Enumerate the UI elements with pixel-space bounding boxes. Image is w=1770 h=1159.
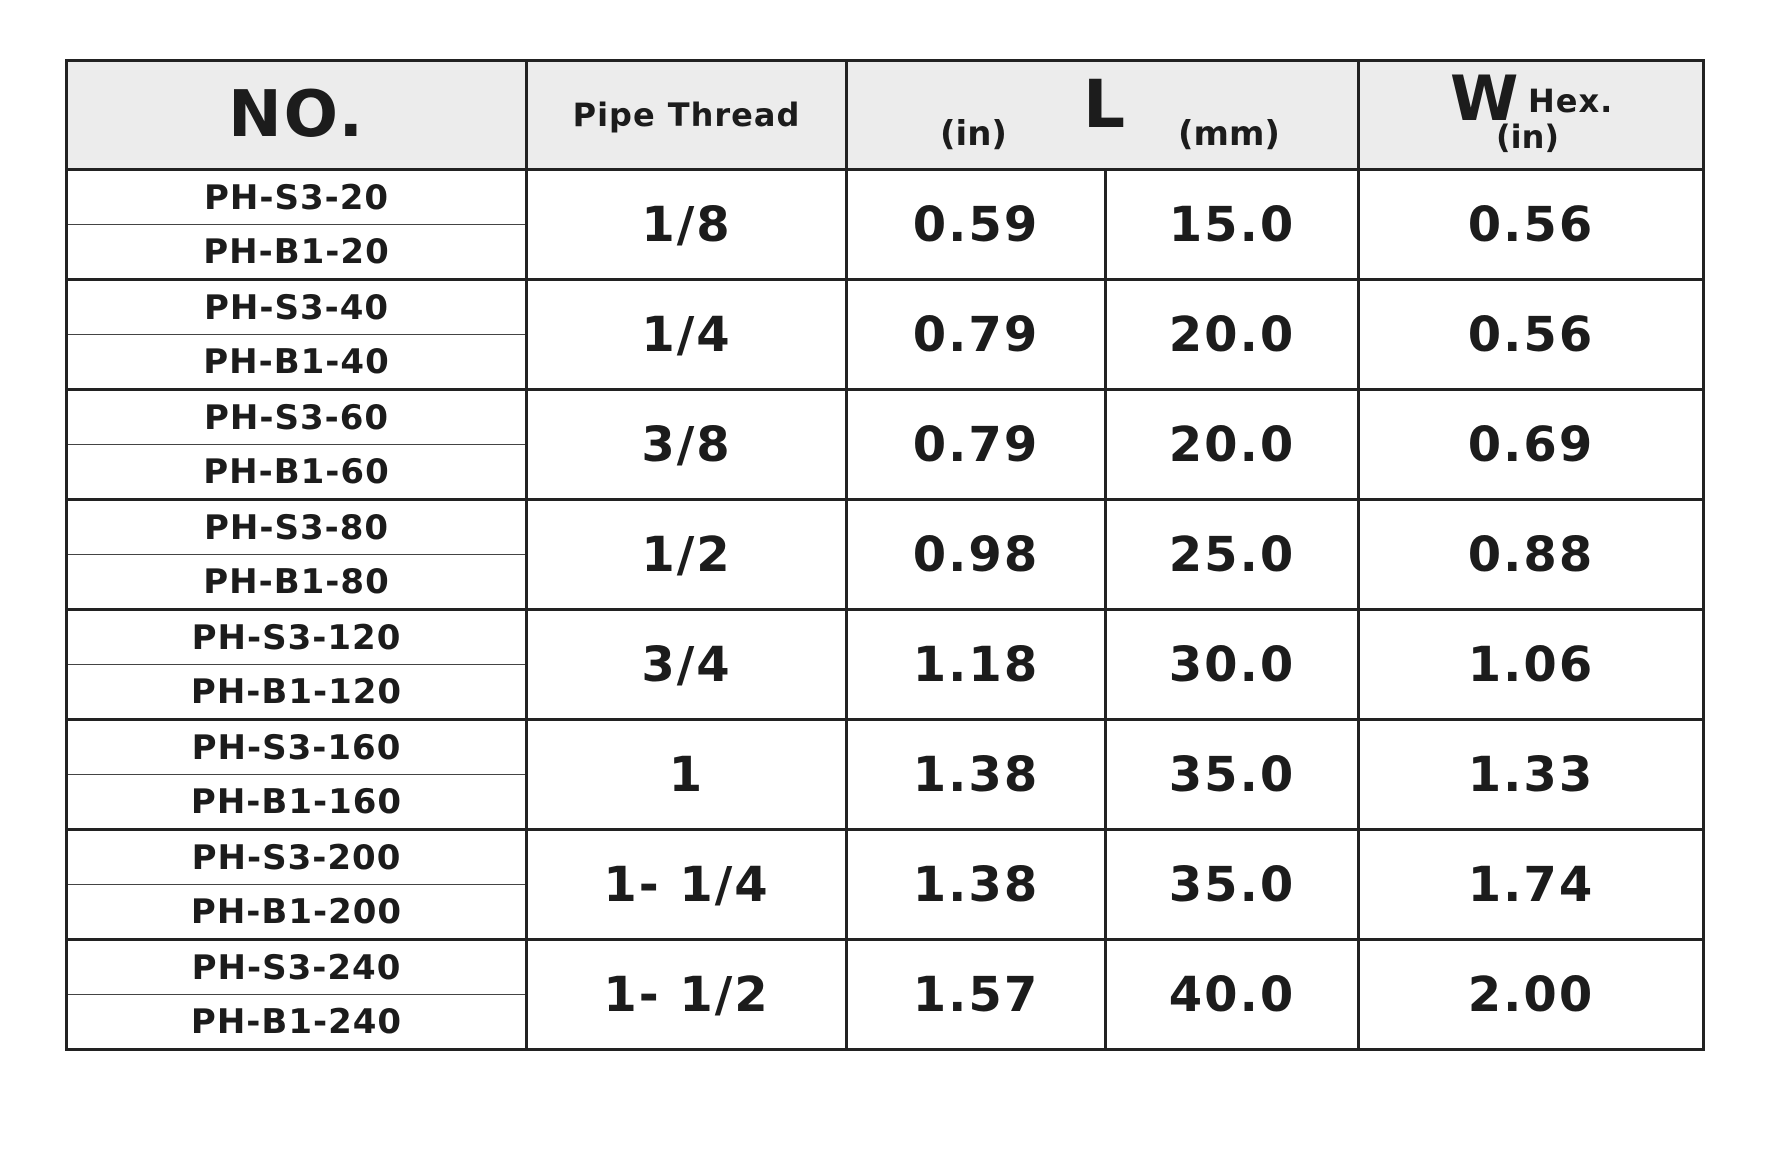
header-cell: (in) L (mm) [845, 59, 1360, 171]
model-cell: PH-S3-160 [65, 718, 528, 775]
table-row: PH-B1-200 [65, 884, 1704, 941]
thread-cell: 3/4 [525, 608, 848, 721]
table-row: PH-B1-160 [65, 774, 1704, 831]
header-w-in: (in) [1496, 118, 1559, 156]
l-mm-cell: 15.0 [1104, 168, 1360, 281]
table-row: PH-S3-120 3/4 1.18 30.0 1.06 [65, 608, 1705, 721]
header-row: NO. Pipe Thread (in) L (mm) W Hex. (in) [65, 59, 1705, 171]
table-row: PH-S3-80 1/2 0.98 25.0 0.88 [65, 498, 1705, 611]
model-cell: PH-B1-120 [65, 664, 528, 721]
header-l: L [1083, 66, 1126, 143]
w-in-cell: 2.00 [1357, 938, 1705, 1051]
header-w-hex: Hex. [1528, 82, 1614, 120]
model-cell: PH-S3-60 [65, 388, 528, 445]
header-cell: NO. [65, 59, 528, 171]
model-cell: PH-B1-160 [65, 774, 528, 831]
w-in-cell: 1.06 [1357, 608, 1705, 721]
l-mm-cell: 20.0 [1104, 278, 1360, 391]
thread-cell: 1/4 [525, 278, 848, 391]
header-pipe-thread: Pipe Thread [572, 96, 801, 134]
model-cell: PH-S3-120 [65, 608, 528, 665]
table-row: PH-S3-40 1/4 0.79 20.0 0.56 [65, 278, 1705, 391]
table-row: PH-S3-240 1- 1/2 1.57 40.0 2.00 [65, 938, 1705, 1051]
model-cell: PH-S3-240 [65, 938, 528, 995]
thread-cell: 1/2 [525, 498, 848, 611]
header-cell: Pipe Thread [525, 59, 848, 171]
l-mm-cell: 20.0 [1104, 388, 1360, 501]
table-row: PH-S3-200 1- 1/4 1.38 35.0 1.74 [65, 828, 1705, 941]
model-cell: PH-S3-20 [65, 168, 528, 225]
header-cell: W Hex. (in) [1357, 59, 1705, 171]
l-mm-cell: 35.0 [1104, 718, 1360, 831]
table-row: PH-S3-160 1 1.38 35.0 1.33 [65, 718, 1705, 831]
model-cell: PH-B1-80 [65, 554, 528, 611]
w-in-cell: 0.56 [1357, 168, 1705, 281]
model-cell: PH-B1-200 [65, 884, 528, 941]
l-in-cell: 0.59 [845, 168, 1107, 281]
table-row: PH-B1-120 [65, 664, 1704, 721]
table-row: PH-B1-20 [65, 224, 1704, 281]
l-mm-cell: 25.0 [1104, 498, 1360, 611]
l-mm-cell: 35.0 [1104, 828, 1360, 941]
table-row: PH-S3-60 3/8 0.79 20.0 0.69 [65, 388, 1705, 501]
model-cell: PH-B1-240 [65, 994, 528, 1051]
w-in-cell: 0.69 [1357, 388, 1705, 501]
table-row: PH-B1-80 [65, 554, 1704, 611]
model-cell: PH-S3-200 [65, 828, 528, 885]
header-w: W [1450, 62, 1519, 135]
table-row: PH-B1-40 [65, 334, 1704, 391]
l-mm-cell: 30.0 [1104, 608, 1360, 721]
thread-cell: 3/8 [525, 388, 848, 501]
header-l-in: (in) [940, 114, 1007, 154]
thread-cell: 1 [525, 718, 848, 831]
w-in-cell: 1.74 [1357, 828, 1705, 941]
l-in-cell: 0.98 [845, 498, 1107, 611]
l-in-cell: 1.38 [845, 828, 1107, 941]
model-cell: PH-S3-80 [65, 498, 528, 555]
header-l-mm: (mm) [1178, 114, 1280, 154]
w-in-cell: 0.56 [1357, 278, 1705, 391]
thread-cell: 1- 1/4 [525, 828, 848, 941]
table-row: PH-S3-20 1/8 0.59 15.0 0.56 [65, 168, 1705, 281]
w-in-cell: 1.33 [1357, 718, 1705, 831]
spec-table: NO. Pipe Thread (in) L (mm) W Hex. (in) … [65, 59, 1705, 1051]
l-in-cell: 0.79 [845, 278, 1107, 391]
model-cell: PH-B1-20 [65, 224, 528, 281]
model-cell: PH-S3-40 [65, 278, 528, 335]
l-in-cell: 1.38 [845, 718, 1107, 831]
l-in-cell: 0.79 [845, 388, 1107, 501]
l-mm-cell: 40.0 [1104, 938, 1360, 1051]
l-in-cell: 1.57 [845, 938, 1107, 1051]
header-no: NO. [228, 78, 365, 152]
thread-cell: 1/8 [525, 168, 848, 281]
thread-cell: 1- 1/2 [525, 938, 848, 1051]
w-in-cell: 0.88 [1357, 498, 1705, 611]
table-row: PH-B1-60 [65, 444, 1704, 501]
table-row: PH-B1-240 [65, 994, 1704, 1051]
model-cell: PH-B1-40 [65, 334, 528, 391]
model-cell: PH-B1-60 [65, 444, 528, 501]
l-in-cell: 1.18 [845, 608, 1107, 721]
